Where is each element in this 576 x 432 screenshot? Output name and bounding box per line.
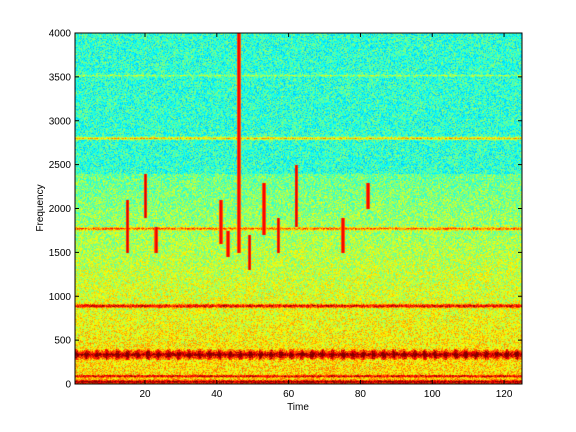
x-tick-label: 80 <box>355 389 367 400</box>
y-axis: 0 500 1000 1500 2000 2500 3000 3500 4000 <box>49 29 522 391</box>
y-tick-label: 2000 <box>49 204 72 215</box>
x-axis: 20 40 60 80 100 120 <box>139 33 513 400</box>
x-tick-label: 40 <box>211 389 223 400</box>
y-tick-label: 3500 <box>49 72 72 83</box>
y-tick-label: 1500 <box>49 248 72 259</box>
y-tick-label: 0 <box>65 380 71 391</box>
y-axis-label: Frequency <box>35 184 46 231</box>
y-tick-label: 500 <box>54 336 71 347</box>
axes-frame <box>74 32 523 385</box>
y-tick-label: 1000 <box>49 292 72 303</box>
x-tick-label: 20 <box>139 389 151 400</box>
x-tick-label: 120 <box>496 389 513 400</box>
spectrogram-image <box>75 33 522 384</box>
x-axis-label: Time <box>287 402 309 413</box>
y-tick-label: 4000 <box>49 29 72 40</box>
y-tick-label: 2500 <box>49 160 72 171</box>
y-tick-label: 3000 <box>49 116 72 127</box>
x-tick-label: 100 <box>424 389 441 400</box>
x-tick-label: 60 <box>283 389 295 400</box>
